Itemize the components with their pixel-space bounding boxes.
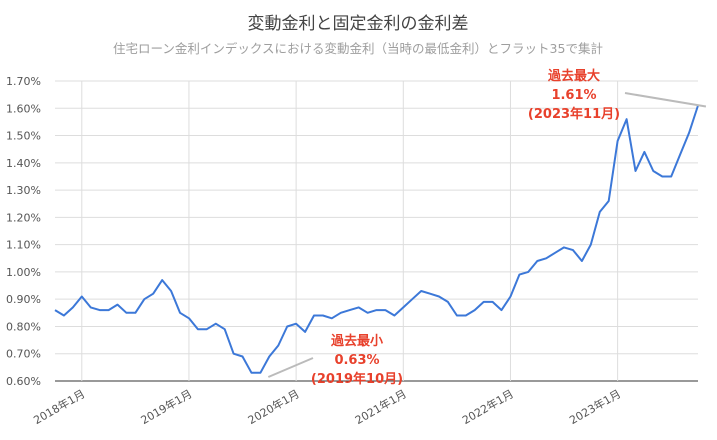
y-tick-label: 1.20% xyxy=(6,211,41,224)
min-annotation-text: 過去最小 xyxy=(330,333,383,349)
y-tick-label: 1.40% xyxy=(6,157,41,170)
y-tick-label: 0.80% xyxy=(6,320,41,333)
y-tick-label: 0.90% xyxy=(6,293,41,306)
chart-subtitle: 住宅ローン金利インデックスにおける変動金利（当時の最低金利）とフラット35で集計 xyxy=(113,41,603,56)
max-annotation-text: 1.61% xyxy=(551,88,596,103)
y-tick-label: 1.60% xyxy=(6,102,41,115)
max-annotation-text: (2023年11月) xyxy=(528,106,620,122)
min-leader-line xyxy=(267,357,314,378)
gridlines xyxy=(55,80,698,382)
y-axis: 0.60% 0.70% 0.80% 0.90% 1.00% 1.10% 1.20% 1.30%… xyxy=(6,75,41,388)
y-tick-label: 1.10% xyxy=(6,239,41,252)
y-tick-label: 0.60% xyxy=(6,375,41,388)
series-group xyxy=(54,105,699,374)
series-line xyxy=(54,105,699,374)
min-annotation-text: 0.63% xyxy=(334,353,379,368)
min-annotation-text: (2019年10月) xyxy=(311,371,403,387)
annotations: 過去最大 1.61% (2023年11月) 過去最小 0.63% (2019年10月) xyxy=(267,68,707,387)
y-tick-label: 1.00% xyxy=(6,266,41,279)
y-tick-label: 1.30% xyxy=(6,184,41,197)
max-leader-line xyxy=(624,92,707,108)
y-tick-label: 1.70% xyxy=(6,75,41,88)
chart-title: 変動金利と固定金利の金利差 xyxy=(248,14,469,34)
max-annotation-text: 過去最大 xyxy=(547,68,600,84)
y-tick-label: 1.50% xyxy=(6,130,41,143)
y-tick-label: 0.70% xyxy=(6,348,41,361)
